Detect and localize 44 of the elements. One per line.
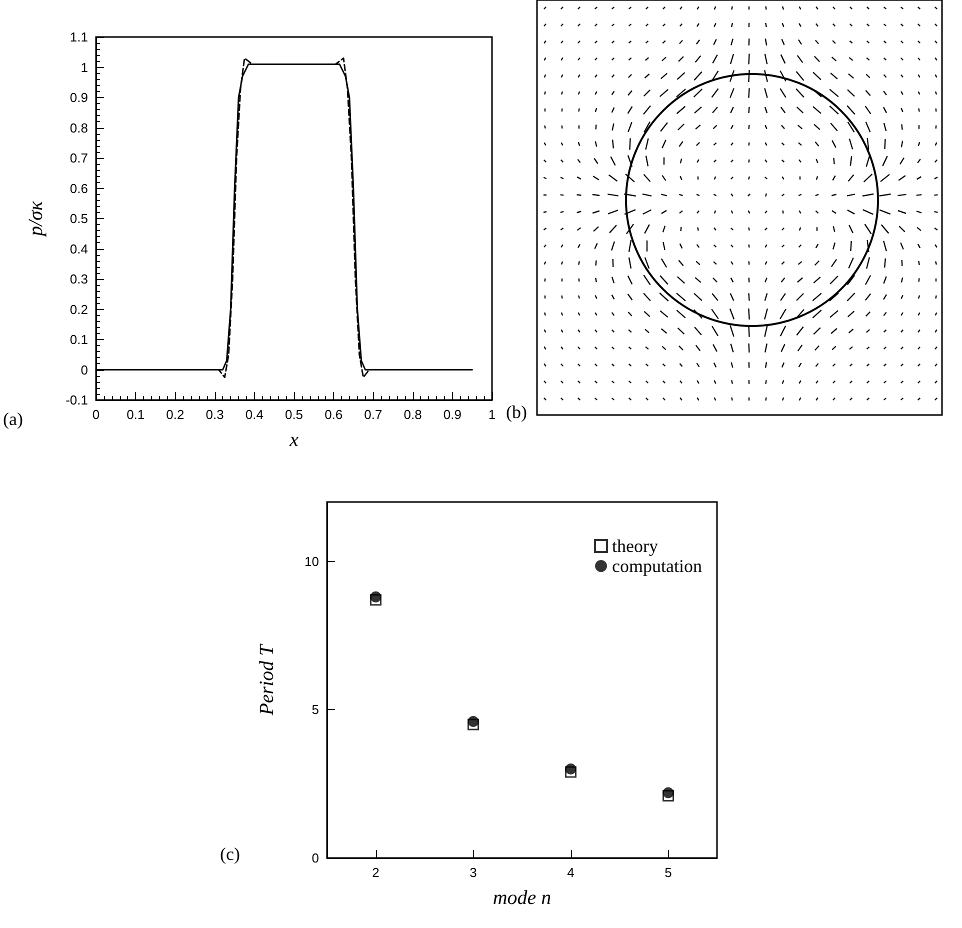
y-tick-label: 5 bbox=[312, 702, 319, 718]
y-tick-label: 0.6 bbox=[70, 180, 88, 196]
x-tick-label: 1 bbox=[488, 407, 496, 422]
y-tick-label: 0.5 bbox=[70, 211, 88, 226]
text: (a) bbox=[3, 409, 23, 429]
x-tick-label: 2 bbox=[372, 865, 380, 880]
y-tick-label: 1 bbox=[80, 60, 88, 75]
x-tick-label: 0.3 bbox=[206, 407, 224, 422]
x-tick-label: 0.7 bbox=[364, 407, 382, 422]
x-tick-label: 5 bbox=[664, 865, 672, 880]
x-tick-label: 0.2 bbox=[166, 407, 184, 422]
x-axis-title: mode n bbox=[492, 887, 552, 909]
y-tick-label: 0.4 bbox=[70, 241, 88, 256]
point bbox=[662, 787, 674, 798]
y-axis-title: p/σκ bbox=[25, 200, 47, 238]
text: (b) bbox=[506, 402, 527, 422]
point bbox=[370, 591, 382, 602]
y-tick-label: 0 bbox=[80, 362, 88, 378]
x-tick-label: 0.5 bbox=[284, 407, 304, 422]
x-tick-label: 0 bbox=[92, 407, 100, 422]
point bbox=[468, 716, 479, 728]
x-tick-label: 0.9 bbox=[443, 407, 462, 422]
y-tick-label: 0.2 bbox=[70, 302, 88, 317]
x-tick-label: 0.4 bbox=[245, 407, 264, 422]
legend-label: theory bbox=[612, 536, 658, 556]
text: (c) bbox=[220, 844, 240, 864]
y-tick-label: 0.1 bbox=[70, 332, 88, 347]
legend-label: computation bbox=[612, 556, 702, 576]
point bbox=[565, 764, 576, 774]
y-tick-label: 0.3 bbox=[70, 272, 88, 286]
x-tick-label: 3 bbox=[470, 865, 477, 880]
y-tick-label: 0 bbox=[312, 850, 319, 866]
y-tick-label: -0.1 bbox=[66, 392, 88, 408]
x-axis-title: x bbox=[288, 429, 299, 451]
x-tick-label: 4 bbox=[567, 865, 574, 880]
y-tick-label: 0.8 bbox=[70, 120, 88, 136]
x-tick-label: 0.6 bbox=[324, 407, 343, 422]
y-axis-title: Period T bbox=[256, 642, 278, 716]
x-tick-label: 0.8 bbox=[404, 407, 422, 422]
x-tick-label: 0.1 bbox=[126, 407, 145, 422]
y-tick-label: 10 bbox=[304, 554, 319, 569]
y-tick-label: 1.1 bbox=[70, 30, 88, 44]
y-tick-label: 0.7 bbox=[70, 150, 88, 166]
y-tick-label: 0.9 bbox=[70, 90, 88, 105]
